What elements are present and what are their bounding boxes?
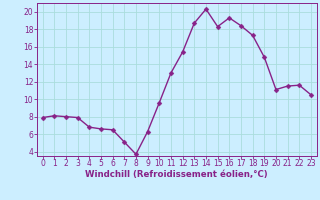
X-axis label: Windchill (Refroidissement éolien,°C): Windchill (Refroidissement éolien,°C): [85, 170, 268, 179]
